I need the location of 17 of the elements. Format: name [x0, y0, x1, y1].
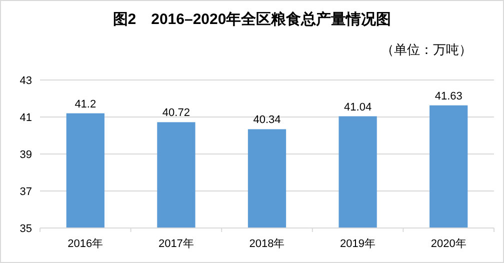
- x-tick-label: 2018年: [249, 238, 285, 250]
- y-tick-label: 35: [20, 223, 32, 235]
- x-tick-label: 2019年: [340, 238, 376, 250]
- data-label: 41.2: [74, 98, 96, 110]
- x-tick-label: 2020年: [430, 238, 466, 250]
- chart-title: 图2 2016–2020年全区粮食总产量情况图: [112, 11, 392, 28]
- y-tick-label: 39: [20, 149, 32, 161]
- y-tick-label: 41: [20, 112, 32, 124]
- y-tick-label: 43: [20, 75, 32, 87]
- chart-subtitle: （单位：万吨）: [381, 42, 472, 57]
- data-label: 41.63: [434, 90, 462, 102]
- x-tick-label: 2017年: [158, 238, 194, 250]
- y-tick-label: 37: [20, 186, 32, 198]
- x-tick-label: 2016年: [68, 238, 104, 250]
- data-label: 40.34: [253, 114, 281, 126]
- data-label: 41.04: [344, 101, 372, 114]
- data-label: 40.72: [162, 107, 190, 120]
